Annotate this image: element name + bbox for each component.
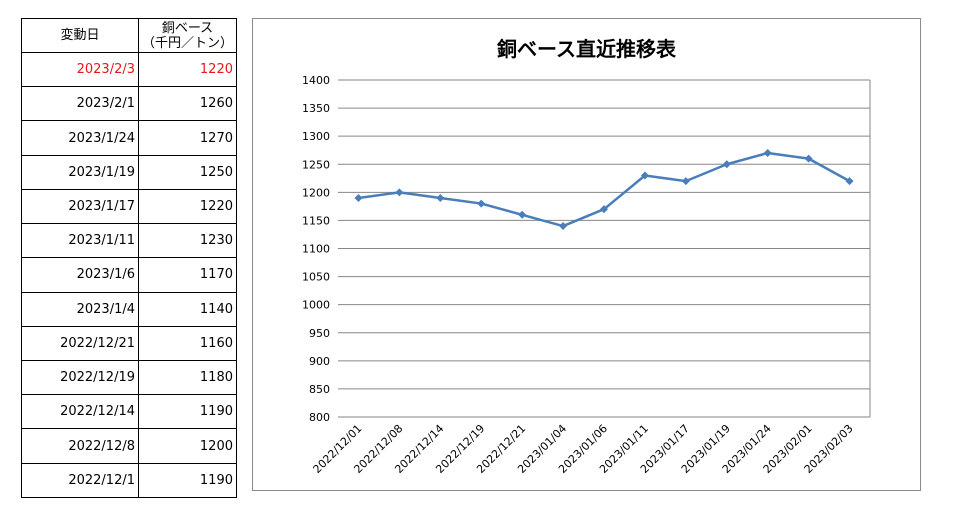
y-tick-label: 1100 bbox=[302, 243, 330, 256]
table-row: 2023/1/11 1230 bbox=[21, 223, 237, 259]
y-tick-label: 850 bbox=[309, 383, 330, 396]
row-date: 2022/12/8 bbox=[21, 428, 139, 464]
table-row: 2022/12/1 1190 bbox=[21, 462, 237, 499]
data-point bbox=[804, 154, 813, 163]
y-axis-ticks: 800 850 900 950 1000 1050 1100 1150 1200 1250 1300… bbox=[302, 74, 330, 424]
table-row: 2022/12/14 1190 bbox=[21, 394, 237, 430]
data-point bbox=[518, 210, 527, 219]
table-row: 2023/1/4 1140 bbox=[21, 291, 237, 327]
row-value: 1260 bbox=[138, 86, 237, 122]
row-value: 1140 bbox=[138, 291, 237, 327]
y-tick-label: 950 bbox=[309, 327, 330, 340]
row-date: 2023/1/19 bbox=[21, 154, 139, 190]
row-date: 2023/1/4 bbox=[21, 291, 139, 327]
row-value: 1180 bbox=[138, 359, 237, 396]
table-row: 2022/12/21 1160 bbox=[21, 325, 237, 361]
row-date: 2023/1/24 bbox=[21, 120, 139, 156]
chart-area: 銅ベース直近推移表 800 850 900 950 1000 1050 1100 1150 12… bbox=[252, 18, 921, 491]
data-point bbox=[763, 149, 772, 158]
data-point bbox=[354, 193, 363, 202]
table-row: 2022/12/19 1180 bbox=[21, 359, 237, 396]
table-row: 2023/1/17 1220 bbox=[21, 188, 237, 225]
y-tick-label: 1150 bbox=[302, 214, 330, 227]
y-tick-label: 800 bbox=[309, 411, 330, 424]
chart-series bbox=[354, 149, 854, 231]
row-value: 1220 bbox=[138, 188, 237, 225]
row-value: 1270 bbox=[138, 120, 237, 156]
chart-title: 銅ベース直近推移表 bbox=[497, 37, 676, 61]
data-point bbox=[600, 205, 608, 214]
table-row: 2023/2/1 1260 bbox=[21, 86, 237, 122]
table-header-row: 変動日 銅ベース （千円／トン） bbox=[21, 18, 237, 53]
row-date: 2022/12/21 bbox=[21, 325, 139, 361]
row-date: 2022/12/1 bbox=[21, 462, 139, 499]
line-chart: 800 850 900 950 1000 1050 1100 1150 1200 1250 1300… bbox=[302, 74, 871, 476]
row-value: 1250 bbox=[138, 154, 237, 190]
data-point bbox=[845, 177, 854, 186]
row-value: 1200 bbox=[138, 428, 237, 464]
y-tick-label: 1350 bbox=[302, 102, 330, 115]
row-date: 2023/1/11 bbox=[21, 223, 139, 259]
row-value: 1230 bbox=[138, 223, 237, 259]
chart-gridlines bbox=[338, 79, 871, 418]
header-copper-base: 銅ベース （千円／トン） bbox=[138, 18, 237, 53]
data-point bbox=[559, 222, 568, 231]
row-value: 1190 bbox=[138, 462, 237, 499]
data-point bbox=[681, 177, 690, 186]
table-row: 2023/1/19 1250 bbox=[21, 154, 237, 190]
data-point bbox=[477, 199, 486, 208]
x-axis-ticks: 2022/12/012022/12/082022/12/142022/12/19… bbox=[311, 422, 856, 476]
row-date: 2022/12/14 bbox=[21, 394, 139, 430]
row-date: 2023/2/3 bbox=[21, 51, 139, 88]
y-tick-label: 900 bbox=[309, 355, 330, 368]
data-point bbox=[722, 160, 731, 169]
y-tick-label: 1000 bbox=[302, 299, 330, 312]
y-tick-label: 1300 bbox=[302, 130, 330, 143]
row-date: 2022/12/19 bbox=[21, 359, 139, 396]
y-tick-label: 1250 bbox=[302, 158, 330, 171]
table-row: 2023/1/6 1170 bbox=[21, 257, 237, 293]
row-value: 1220 bbox=[138, 51, 237, 88]
copper-price-table: 変動日 銅ベース （千円／トン） 2023/2/3 1220 2023/2/1 126… bbox=[21, 18, 237, 499]
header-change-date: 変動日 bbox=[21, 18, 139, 53]
table-row: 2023/1/24 1270 bbox=[21, 120, 237, 156]
row-date: 2023/2/1 bbox=[21, 86, 139, 122]
y-tick-label: 1400 bbox=[302, 74, 330, 87]
header-copper-base-label: 銅ベース bbox=[161, 20, 214, 36]
row-date: 2023/1/17 bbox=[21, 188, 139, 225]
row-value: 1190 bbox=[138, 394, 237, 430]
y-tick-label: 1050 bbox=[302, 271, 330, 284]
row-value: 1160 bbox=[138, 325, 237, 361]
data-point bbox=[640, 171, 649, 180]
row-value: 1170 bbox=[138, 257, 237, 293]
table-row: 2023/2/3 1220 bbox=[21, 51, 237, 88]
row-date: 2023/1/6 bbox=[21, 257, 139, 293]
y-tick-label: 1200 bbox=[302, 186, 330, 199]
data-point bbox=[395, 188, 404, 197]
data-point bbox=[436, 193, 445, 202]
table-row: 2022/12/8 1200 bbox=[21, 428, 237, 464]
header-unit-label: （千円／トン） bbox=[142, 35, 234, 51]
